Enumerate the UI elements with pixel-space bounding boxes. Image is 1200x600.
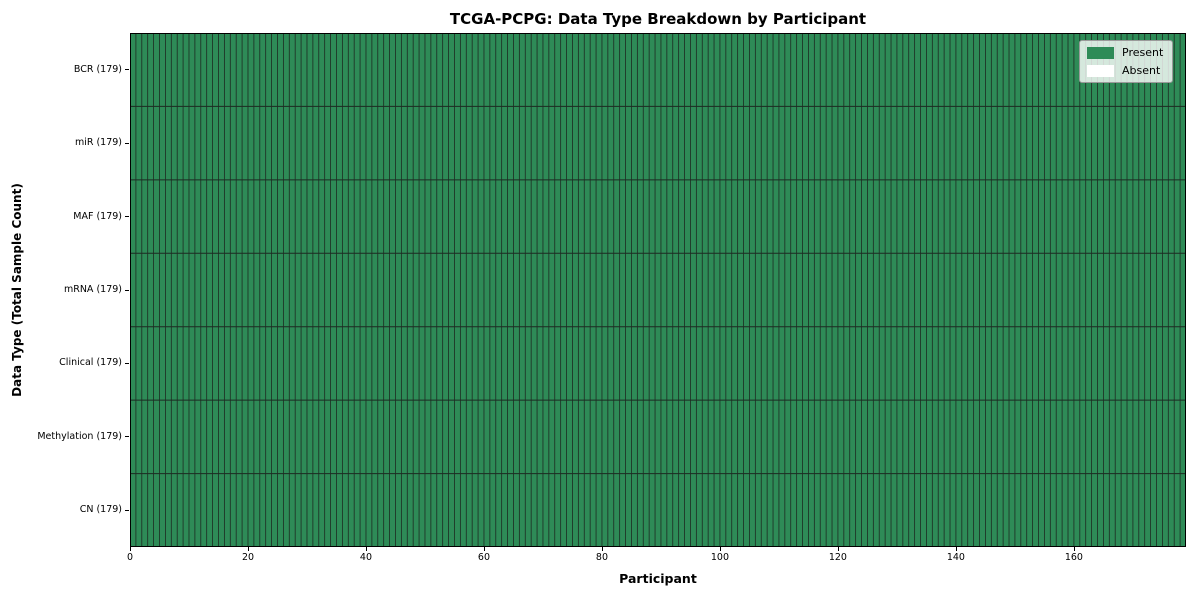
y-tick-mark <box>125 216 129 218</box>
legend-label-absent: Absent <box>1122 64 1161 77</box>
x-tick-mark <box>247 547 249 551</box>
x-tick-label: 160 <box>1064 552 1083 563</box>
plot-area <box>130 33 1186 547</box>
legend-item-present: Present <box>1087 46 1163 59</box>
x-tick-label: 40 <box>359 552 373 563</box>
legend-label-present: Present <box>1122 46 1164 59</box>
y-tick-mark <box>125 436 129 438</box>
y-tick-mark <box>125 289 129 291</box>
x-tick-mark <box>837 547 839 551</box>
x-tick-mark <box>955 547 957 551</box>
legend-item-absent: Absent <box>1087 64 1163 77</box>
y-tick-label: Clinical (179) <box>59 357 122 369</box>
x-tick-mark <box>1073 547 1075 551</box>
x-tick-label: 120 <box>828 552 847 563</box>
x-tick-label: 100 <box>710 552 729 563</box>
y-tick-mark <box>125 142 129 144</box>
y-tick-mark <box>125 362 129 364</box>
x-tick-label: 0 <box>126 552 134 563</box>
y-tick-label: miR (179) <box>74 137 122 149</box>
chart-title: TCGA-PCPG: Data Type Breakdown by Partic… <box>449 10 867 28</box>
y-tick-mark <box>125 69 129 71</box>
legend: Present Absent <box>1079 40 1174 83</box>
y-tick-label: mRNA (179) <box>63 284 122 295</box>
y-tick-mark <box>125 509 129 511</box>
y-tick-label: MAF (179) <box>73 210 122 222</box>
x-tick-label: 60 <box>477 552 490 563</box>
x-tick-mark <box>483 547 485 551</box>
y-tick-label: CN (179) <box>79 504 122 516</box>
absent-swatch <box>1087 64 1114 77</box>
x-tick-mark <box>130 547 131 551</box>
y-tick-label: BCR (179) <box>73 63 122 75</box>
present-swatch <box>1087 46 1114 59</box>
x-axis-label: Participant <box>619 571 697 586</box>
x-tick-mark <box>365 547 367 551</box>
y-tick-label: Methylation (179) <box>37 430 122 442</box>
x-tick-label: 80 <box>595 552 608 563</box>
x-tick-mark <box>601 547 603 551</box>
x-tick-mark <box>719 547 721 551</box>
x-tick-label: 140 <box>946 552 965 563</box>
x-tick-label: 20 <box>241 552 255 563</box>
heatmap-canvas <box>130 33 1186 547</box>
